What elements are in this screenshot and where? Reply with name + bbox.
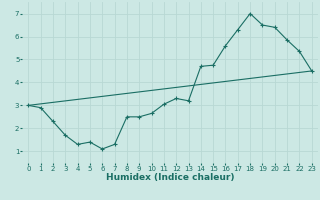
X-axis label: Humidex (Indice chaleur): Humidex (Indice chaleur) <box>106 173 234 182</box>
